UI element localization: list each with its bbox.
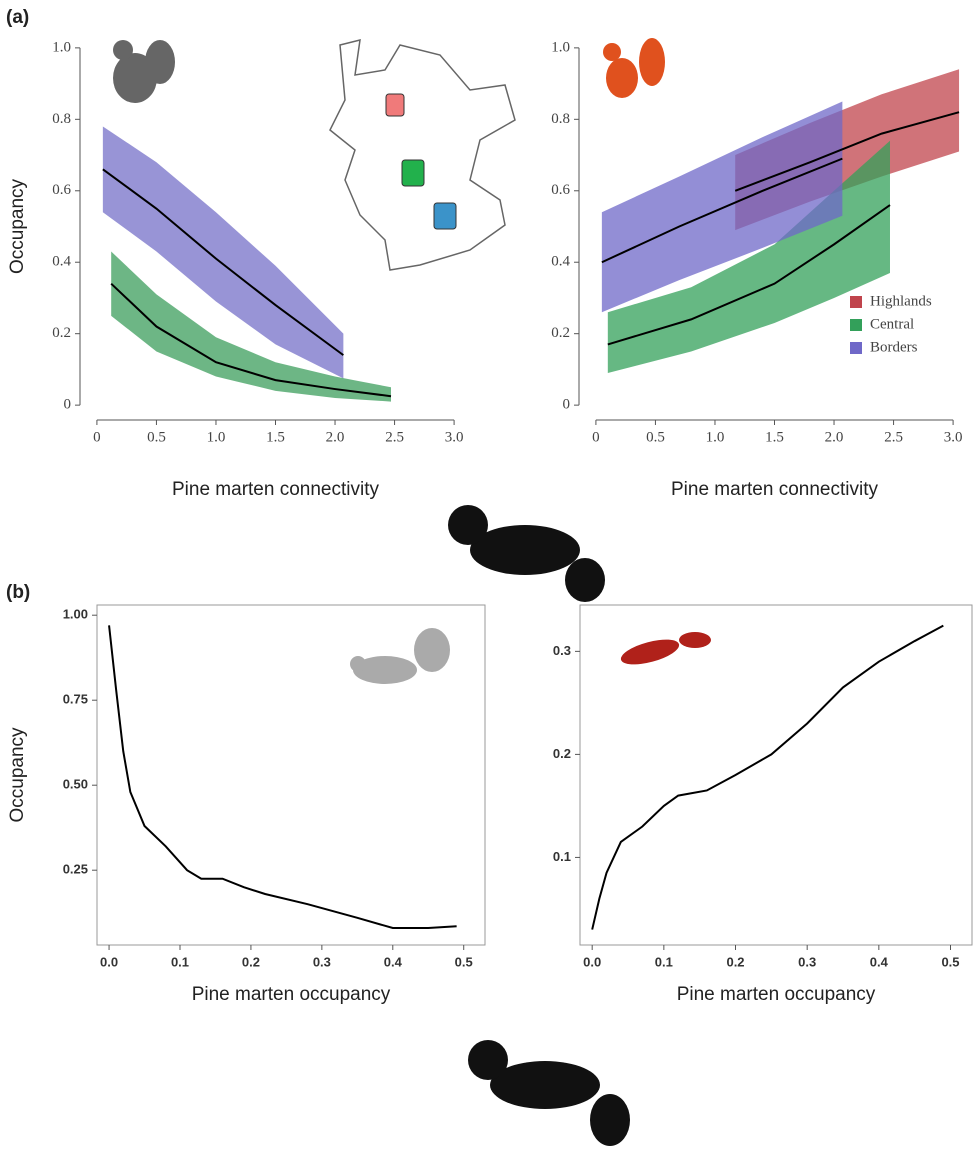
data-line xyxy=(108,625,457,929)
y-tick-label: 0.4 xyxy=(551,254,570,270)
x-tick-label: 0.0 xyxy=(100,954,118,969)
x-tick-label: 2.0 xyxy=(326,429,345,445)
x-tick-label: 0.5 xyxy=(455,954,473,969)
grey-squirrel-icon xyxy=(113,40,175,103)
y-tick-label: 0.2 xyxy=(52,325,71,341)
y-tick-label: 0.3 xyxy=(553,643,571,658)
x-axis-label: Pine marten connectivity xyxy=(671,479,878,500)
legend-label: Highlands xyxy=(870,293,932,309)
x-tick-label: 0.5 xyxy=(147,429,166,445)
legend-swatch xyxy=(850,319,862,331)
legend-swatch xyxy=(850,342,862,354)
y-tick-label: 0 xyxy=(64,397,72,413)
x-tick-label: 3.0 xyxy=(944,429,963,445)
panel-label: (b) xyxy=(6,582,30,603)
x-tick-label: 3.0 xyxy=(445,429,464,445)
y-tick-label: 0.8 xyxy=(551,111,570,127)
x-tick-label: 0.0 xyxy=(583,954,601,969)
x-tick-label: 0.4 xyxy=(384,954,403,969)
x-tick-label: 0.1 xyxy=(171,954,189,969)
x-tick-label: 1.0 xyxy=(207,429,226,445)
y-tick-label: 0.8 xyxy=(52,111,71,127)
x-tick-label: 1.5 xyxy=(266,429,285,445)
y-tick-label: 1.00 xyxy=(63,607,88,622)
x-tick-label: 0.2 xyxy=(242,954,260,969)
y-axis-label: Occupancy xyxy=(7,727,28,823)
pine-marten-icon xyxy=(448,505,605,602)
panel-label: (a) xyxy=(6,7,29,28)
x-tick-label: 2.5 xyxy=(884,429,903,445)
confidence-band xyxy=(111,251,391,402)
legend-label: Borders xyxy=(870,339,918,355)
fit-line xyxy=(110,282,392,398)
x-tick-label: 1.0 xyxy=(706,429,725,445)
fit-line xyxy=(734,111,960,192)
pine-marten-icon xyxy=(468,1040,630,1146)
x-tick-label: 2.0 xyxy=(825,429,844,445)
y-tick-label: 0.4 xyxy=(52,254,71,270)
x-tick-label: 0.5 xyxy=(941,954,959,969)
plot-frame xyxy=(579,604,973,946)
x-tick-label: 2.5 xyxy=(385,429,404,445)
y-tick-label: 0.6 xyxy=(551,182,570,198)
y-tick-label: 0.2 xyxy=(553,746,571,761)
x-axis-label: Pine marten connectivity xyxy=(172,479,379,500)
y-tick-label: 0.25 xyxy=(63,862,88,877)
y-tick-label: 1.0 xyxy=(52,39,71,55)
y-tick-label: 0.75 xyxy=(63,692,88,707)
red-squirrel-icon xyxy=(620,632,711,665)
y-tick-label: 0 xyxy=(563,397,571,413)
grey-squirrel-icon xyxy=(350,628,450,684)
plot-frame xyxy=(96,604,486,946)
x-tick-label: 0.4 xyxy=(870,954,889,969)
y-tick-label: 0.50 xyxy=(63,777,88,792)
red-squirrel-icon xyxy=(603,38,665,98)
y-tick-label: 0.6 xyxy=(52,182,71,198)
legend-label: Central xyxy=(870,316,914,332)
x-tick-label: 0 xyxy=(592,429,600,445)
x-tick-label: 0 xyxy=(93,429,101,445)
fit-line xyxy=(601,157,843,264)
y-axis-label: Occupancy xyxy=(7,178,28,274)
y-tick-label: 1.0 xyxy=(551,39,570,55)
x-tick-label: 0.3 xyxy=(313,954,331,969)
scotland-map xyxy=(329,39,516,271)
confidence-band xyxy=(601,101,843,313)
x-tick-label: 0.1 xyxy=(655,954,673,969)
x-tick-label: 1.5 xyxy=(765,429,784,445)
confidence-band xyxy=(102,126,344,379)
fit-line xyxy=(102,168,344,356)
x-tick-label: 0.3 xyxy=(798,954,816,969)
y-tick-label: 0.1 xyxy=(553,849,571,864)
confidence-band xyxy=(607,140,890,373)
x-axis-label: Pine marten occupancy xyxy=(677,984,876,1005)
y-tick-label: 0.2 xyxy=(551,325,570,341)
fit-line xyxy=(607,204,891,346)
x-tick-label: 0.5 xyxy=(646,429,665,445)
x-tick-label: 0.2 xyxy=(726,954,744,969)
x-axis-label: Pine marten occupancy xyxy=(192,984,391,1005)
data-line xyxy=(591,624,944,930)
legend-swatch xyxy=(850,296,862,308)
